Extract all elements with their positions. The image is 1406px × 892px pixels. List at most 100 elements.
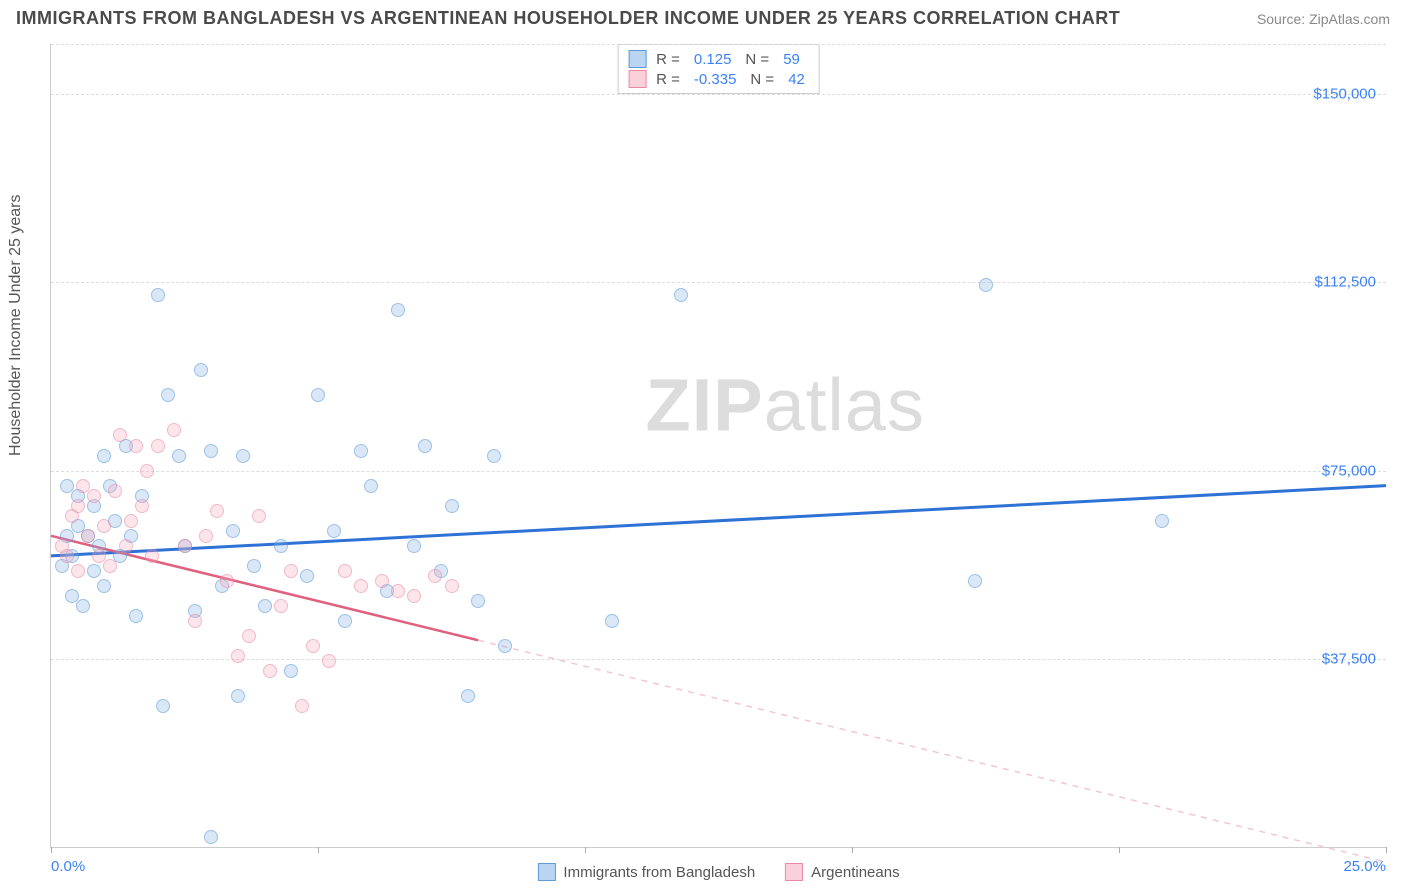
scatter-point-bangladesh	[354, 444, 368, 458]
scatter-point-argentinean	[428, 569, 442, 583]
scatter-point-argentinean	[71, 564, 85, 578]
r-label: R =	[656, 71, 680, 88]
scatter-point-argentinean	[81, 529, 95, 543]
scatter-point-bangladesh	[274, 539, 288, 553]
scatter-point-argentinean	[119, 539, 133, 553]
scatter-point-argentinean	[231, 649, 245, 663]
scatter-point-bangladesh	[247, 559, 261, 573]
scatter-point-bangladesh	[284, 664, 298, 678]
scatter-point-argentinean	[322, 654, 336, 668]
scatter-point-bangladesh	[391, 303, 405, 317]
scatter-point-argentinean	[103, 559, 117, 573]
scatter-point-bangladesh	[129, 609, 143, 623]
scatter-point-argentinean	[87, 489, 101, 503]
series-legend: Immigrants from Bangladesh Argentineans	[537, 863, 899, 881]
swatch-pink-icon	[628, 70, 646, 88]
legend-label-bangladesh: Immigrants from Bangladesh	[563, 864, 755, 881]
scatter-point-argentinean	[108, 484, 122, 498]
scatter-point-bangladesh	[97, 449, 111, 463]
scatter-point-argentinean	[274, 599, 288, 613]
scatter-point-argentinean	[445, 579, 459, 593]
scatter-point-argentinean	[375, 574, 389, 588]
scatter-point-bangladesh	[445, 499, 459, 513]
scatter-point-bangladesh	[487, 449, 501, 463]
n-label: N =	[745, 51, 769, 68]
scatter-point-bangladesh	[407, 539, 421, 553]
scatter-point-bangladesh	[364, 479, 378, 493]
scatter-point-argentinean	[60, 549, 74, 563]
y-tick-label: $150,000	[1313, 86, 1376, 103]
scatter-point-bangladesh	[311, 388, 325, 402]
scatter-point-argentinean	[284, 564, 298, 578]
gridline	[51, 659, 1386, 660]
legend-item-bangladesh: Immigrants from Bangladesh	[537, 863, 755, 881]
scatter-point-bangladesh	[194, 363, 208, 377]
scatter-chart: ZIPatlas R = 0.125 N = 59 R = -0.335 N =…	[50, 44, 1386, 848]
scatter-point-bangladesh	[461, 689, 475, 703]
scatter-point-argentinean	[220, 574, 234, 588]
r-value-argentinean: -0.335	[690, 71, 741, 88]
scatter-point-argentinean	[252, 509, 266, 523]
n-value-bangladesh: 59	[779, 51, 804, 68]
scatter-point-bangladesh	[151, 288, 165, 302]
scatter-point-bangladesh	[226, 524, 240, 538]
r-label: R =	[656, 51, 680, 68]
scatter-point-bangladesh	[418, 439, 432, 453]
source-attribution: Source: ZipAtlas.com	[1257, 11, 1390, 27]
x-tick	[318, 847, 319, 853]
scatter-point-argentinean	[97, 519, 111, 533]
scatter-point-argentinean	[306, 639, 320, 653]
scatter-point-bangladesh	[979, 278, 993, 292]
scatter-point-argentinean	[71, 499, 85, 513]
correlation-legend: R = 0.125 N = 59 R = -0.335 N = 42	[617, 44, 820, 94]
scatter-point-bangladesh	[1155, 514, 1169, 528]
scatter-point-argentinean	[188, 614, 202, 628]
y-tick-label: $37,500	[1322, 650, 1376, 667]
scatter-point-bangladesh	[338, 614, 352, 628]
scatter-point-bangladesh	[156, 699, 170, 713]
scatter-point-argentinean	[129, 439, 143, 453]
scatter-point-argentinean	[124, 514, 138, 528]
scatter-point-argentinean	[167, 423, 181, 437]
gridline	[51, 471, 1386, 472]
regression-line-bangladesh	[51, 486, 1386, 556]
swatch-pink-icon	[785, 863, 803, 881]
x-tick	[852, 847, 853, 853]
scatter-point-bangladesh	[968, 574, 982, 588]
scatter-point-bangladesh	[172, 449, 186, 463]
scatter-point-bangladesh	[204, 444, 218, 458]
scatter-point-bangladesh	[674, 288, 688, 302]
legend-label-argentinean: Argentineans	[811, 864, 899, 881]
chart-title: IMMIGRANTS FROM BANGLADESH VS ARGENTINEA…	[16, 8, 1120, 29]
y-tick-label: $112,500	[1315, 274, 1376, 291]
scatter-point-bangladesh	[300, 569, 314, 583]
scatter-point-bangladesh	[87, 564, 101, 578]
x-tick-label: 25.0%	[1343, 858, 1386, 875]
y-tick-label: $75,000	[1322, 462, 1376, 479]
x-tick-label: 0.0%	[51, 858, 85, 875]
scatter-point-argentinean	[140, 464, 154, 478]
scatter-point-bangladesh	[204, 830, 218, 844]
source-name: ZipAtlas.com	[1309, 11, 1390, 27]
scatter-point-argentinean	[263, 664, 277, 678]
n-value-argentinean: 42	[784, 71, 809, 88]
legend-row-bangladesh: R = 0.125 N = 59	[628, 49, 809, 69]
x-tick	[585, 847, 586, 853]
scatter-point-argentinean	[338, 564, 352, 578]
source-prefix: Source:	[1257, 11, 1309, 27]
swatch-blue-icon	[628, 50, 646, 68]
scatter-point-argentinean	[295, 699, 309, 713]
chart-header: IMMIGRANTS FROM BANGLADESH VS ARGENTINEA…	[0, 0, 1406, 33]
scatter-point-argentinean	[178, 539, 192, 553]
gridline	[51, 282, 1386, 283]
scatter-point-argentinean	[242, 629, 256, 643]
scatter-point-argentinean	[210, 504, 224, 518]
x-tick	[1119, 847, 1120, 853]
scatter-point-argentinean	[354, 579, 368, 593]
scatter-point-argentinean	[151, 439, 165, 453]
scatter-point-argentinean	[113, 428, 127, 442]
legend-item-argentinean: Argentineans	[785, 863, 899, 881]
scatter-point-bangladesh	[97, 579, 111, 593]
x-tick	[1386, 847, 1387, 853]
y-axis-label: Householder Income Under 25 years	[7, 436, 25, 456]
